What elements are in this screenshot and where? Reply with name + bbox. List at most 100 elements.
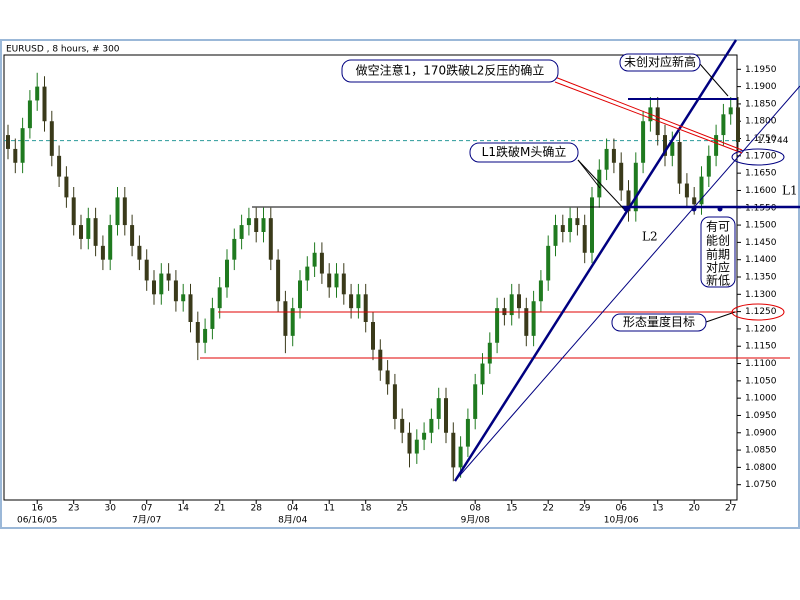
x-tick-label: 21 <box>214 504 225 514</box>
point <box>691 206 697 212</box>
annotation: 未创对应新高 <box>624 54 696 69</box>
candle-body <box>27 100 32 129</box>
candle-body <box>130 225 135 246</box>
candle-body <box>473 384 478 419</box>
candle-body <box>312 252 317 267</box>
point <box>623 206 629 212</box>
y-tick-label: 1.1600 <box>745 186 777 196</box>
pointer-line <box>554 81 743 154</box>
candle-body <box>524 308 529 336</box>
x-tick-sublabel: 9月/08 <box>461 515 490 526</box>
y-tick-label: 1.1400 <box>745 255 777 265</box>
candle-body <box>254 218 259 232</box>
trendline-l1 <box>453 39 738 482</box>
y-tick-label: 1.1050 <box>745 376 777 386</box>
candle-body <box>239 225 244 239</box>
last-price-label: 1.1744 <box>757 136 789 146</box>
annotation: 能创 <box>706 234 730 248</box>
candle-body <box>663 135 667 156</box>
candle-body <box>546 245 551 281</box>
candle-body <box>327 273 332 288</box>
candle-body <box>451 432 456 468</box>
candle-body <box>575 218 580 226</box>
y-tick-label: 1.1800 <box>745 117 777 127</box>
annotation-box <box>469 142 579 163</box>
candle-body <box>341 273 346 295</box>
y-tick-label: 1.1750 <box>745 134 777 144</box>
annotation: 有可 <box>706 220 730 234</box>
candle-body <box>319 252 324 274</box>
candle-body <box>619 162 624 191</box>
candle-body <box>538 280 543 302</box>
candle-body <box>721 114 726 136</box>
candle-body <box>400 418 405 433</box>
candle-body <box>152 280 156 295</box>
candle-body <box>684 183 689 198</box>
highlight-ring <box>731 148 785 166</box>
y-tick-label: 1.1850 <box>745 99 777 109</box>
y-tick-label: 1.0850 <box>745 446 777 456</box>
y-tick-label: 1.1200 <box>745 324 777 334</box>
candle-body <box>677 142 682 184</box>
y-tick-label: 1.1350 <box>745 273 777 283</box>
y-tick-label: 1.1150 <box>745 342 777 352</box>
candle-body <box>480 363 485 385</box>
candle-body <box>79 225 83 239</box>
x-tick-label: 07 <box>141 504 152 514</box>
annotation-box <box>611 313 707 332</box>
candle-body <box>20 128 25 163</box>
candle-body <box>108 225 113 260</box>
y-tick-label: 1.1100 <box>745 359 777 369</box>
candle-body <box>57 155 62 177</box>
x-tick-label: 14 <box>177 504 189 514</box>
x-tick-label: 06 <box>615 504 627 514</box>
candle-body <box>115 197 120 226</box>
candle-body <box>188 294 193 322</box>
annotation: 对应 <box>706 260 730 275</box>
y-tick-label: 1.1900 <box>745 82 777 92</box>
candle-body <box>444 398 448 433</box>
trendline-l2 <box>454 85 800 482</box>
candle-body <box>736 107 740 142</box>
highlight-ring <box>731 303 785 321</box>
candle-body <box>100 245 105 260</box>
candle-body <box>35 86 40 101</box>
pointer-line <box>577 159 601 189</box>
x-tick-label: 13 <box>652 504 663 514</box>
candle-body <box>495 308 500 343</box>
candle-body <box>392 384 397 419</box>
candle-body <box>422 432 427 440</box>
candle-body <box>203 328 208 343</box>
y-tick-label: 1.0750 <box>745 480 777 490</box>
candle-body <box>217 287 222 309</box>
candle-body <box>49 121 54 156</box>
candle-body <box>283 301 288 336</box>
annotation: L1跌破M头确立 <box>482 144 567 159</box>
candle-body <box>728 107 733 115</box>
candle-body <box>6 135 10 149</box>
candle-body <box>195 322 200 343</box>
candle-body <box>290 308 295 336</box>
x-tick-label: 04 <box>287 504 299 514</box>
x-tick-label: 27 <box>725 504 736 514</box>
candle-body <box>86 218 91 239</box>
y-tick-label: 1.0900 <box>745 428 777 438</box>
candle-body <box>210 308 215 329</box>
candle-body <box>159 273 164 295</box>
candle-body <box>582 225 587 253</box>
candle-body <box>334 273 339 288</box>
x-tick-label: 20 <box>688 504 700 514</box>
y-tick-label: 1.1700 <box>745 151 777 161</box>
candle-body <box>429 418 434 433</box>
candle-body <box>517 294 521 309</box>
candle-body <box>531 301 536 336</box>
candle-body <box>692 197 697 205</box>
candle-body <box>298 280 302 309</box>
candle-body <box>13 148 18 163</box>
annotation: L1 <box>782 184 798 198</box>
x-tick-label: 18 <box>360 504 372 514</box>
y-tick-label: 1.1450 <box>745 238 777 248</box>
candle-body <box>268 218 273 260</box>
candle-body <box>714 135 719 156</box>
